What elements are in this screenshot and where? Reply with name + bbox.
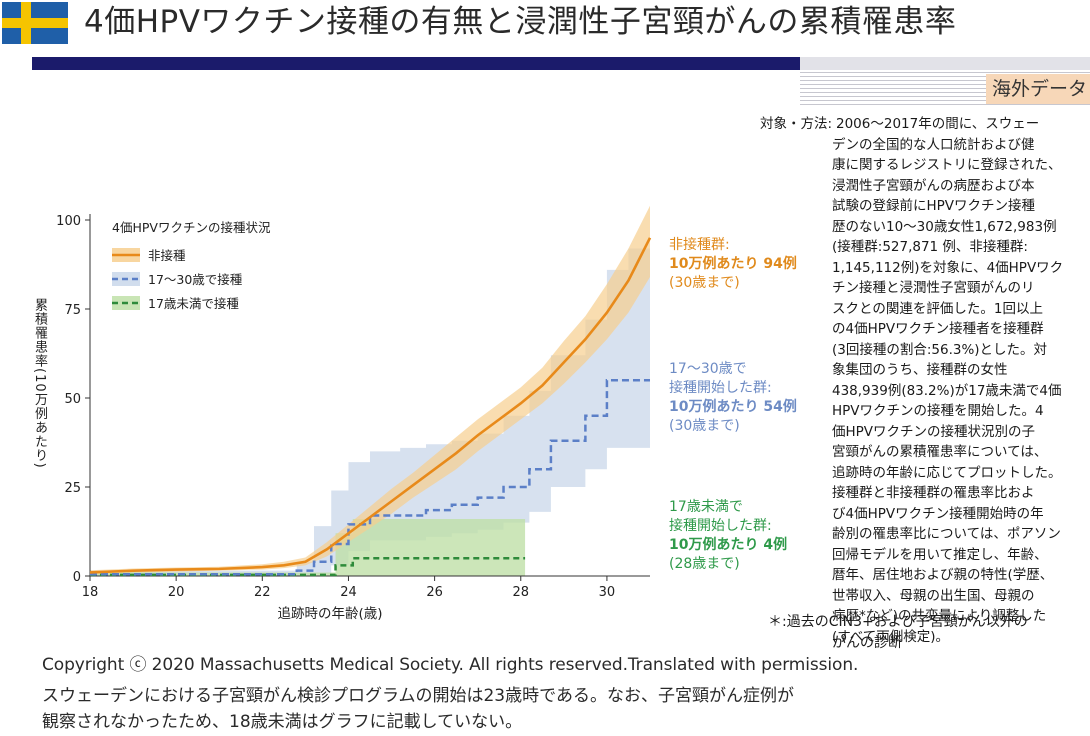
method-line: 2006～2017年の間に、スウェー xyxy=(836,116,1040,132)
method-line: (すべて両側検定)。 xyxy=(832,628,950,645)
y-tick-label: 25 xyxy=(64,481,81,496)
x-tick-label: 26 xyxy=(426,585,443,600)
copyright-text: Copyright ⓒ 2020 Massachusetts Medical S… xyxy=(42,655,859,675)
x-tick-label: 28 xyxy=(512,585,529,600)
header-bar-light xyxy=(800,57,1090,70)
method-line: 接種群と非接種群の罹患率比およ xyxy=(832,485,1035,501)
annotation-under17: 17歳未満で 接種開始した群: 10万例あたり 4例 (28歳まで) xyxy=(669,498,787,574)
method-line: 追跡時の年齢に応じてプロットした。 xyxy=(832,464,1062,481)
method-line: スクとの関連を評価した。1回以上 xyxy=(832,300,1043,317)
method-line: 価HPVワクチンの接種状況別の子 xyxy=(832,423,1036,440)
footnote-line: 観察されなかったため、18歳未満はグラフに記載していない。 xyxy=(42,712,523,732)
y-axis-label: 累積罹患率(10万例あたり) xyxy=(32,298,47,469)
annotation-unvaccinated: 非接種群: 10万例あたり 94例 (30歳まで) xyxy=(669,236,797,293)
method-line: (接種群:527,871 例、非接種群: xyxy=(832,239,1028,255)
annotation-17-30-l1: 17～30歳で xyxy=(669,361,747,377)
method-line: 回帰モデルを用いて推定し、年齢、 xyxy=(832,546,1048,563)
method-line: 438,939例(83.2%)が17歳未満で4価 xyxy=(832,382,1062,399)
method-line: 宮頸がんの累積罹患率については、 xyxy=(832,444,1048,460)
annotation-under17-l1: 17歳未満で xyxy=(669,499,743,515)
x-tick-label: 30 xyxy=(599,585,616,600)
annotation-17-30-l4: (30歳まで) xyxy=(669,418,740,434)
y-tick-label: 50 xyxy=(64,392,81,407)
x-tick-label: 24 xyxy=(340,585,357,600)
method-line: 病歴*など)の共変量により調整した xyxy=(832,608,1047,624)
sweden-flag-icon xyxy=(2,2,68,44)
method-line: び4価HPVワクチン接種開始時の年 xyxy=(832,505,1044,522)
footnote-asterisk: ＊:過去のCIN3+および子宮頸がん以外の xyxy=(768,614,1028,630)
x-tick-label: 22 xyxy=(254,585,271,600)
line-under17 xyxy=(90,556,526,577)
method-line: 1,145,112例)を対象に、4価HPVワク xyxy=(832,259,1064,276)
annotation-under17-l2: 接種開始した群: xyxy=(669,518,772,534)
line-unvaccinated xyxy=(89,237,652,574)
annotation-under17-l4: (28歳まで) xyxy=(669,556,740,572)
footnote-text: スウェーデンにおける子宮頸がん検診プログラムの開始は23歳時である。なお、子宮頸… xyxy=(42,683,794,735)
y-tick-label: 75 xyxy=(64,303,81,318)
legend-title: 4価HPVワクチンの接種状況 xyxy=(112,220,271,235)
annotation-17-30-l3: 10万例あたり 54例 xyxy=(669,399,797,415)
method-line: (3回接種の割合:56.3%)とした。対 xyxy=(832,341,1048,358)
method-line: の4価HPVワクチン接種者を接種群 xyxy=(832,321,1044,337)
page-title: 4価HPVワクチン接種の有無と浸潤性子宮頸がんの累積罹患率 xyxy=(84,4,957,40)
method-line: デンの全国的な人口統計および健 xyxy=(832,136,1035,153)
cumulative-incidence-chart: 0 25 50 75 100 18 20 22 24 26 28 30 追跡時の年齢(歳) 4価HPVワク… xyxy=(56,205,652,622)
method-line: 象集団のうち、接種群の女性 xyxy=(832,362,1008,378)
method-line: 浸潤性子宮頸がんの病歴および本 xyxy=(832,177,1035,194)
method-line: 康に関するレジストリに登録された、 xyxy=(832,157,1062,173)
method-text: 対象・方法: 2006～2017年の間に、スウェー デンの全国的な人口統計および健… xyxy=(760,114,1090,647)
x-tick-label: 18 xyxy=(82,585,99,600)
annotation-unvaccinated-l2: 10万例あたり 94例 xyxy=(669,256,797,272)
ci-band-under17 xyxy=(90,519,526,576)
legend-label: 17歳未満で接種 xyxy=(148,296,239,311)
annotation-17-30: 17～30歳で 接種開始した群: 10万例あたり 54例 (30歳まで) xyxy=(669,360,797,436)
overseas-data-badge: 海外データ xyxy=(986,74,1090,104)
annotation-unvaccinated-l1: 非接種群: xyxy=(669,237,730,253)
method-line: 試験の登録前にHPVワクチン接種 xyxy=(832,198,1036,214)
annotation-unvaccinated-l3: (30歳まで) xyxy=(669,275,740,291)
method-line: 世帯収入、母親の出生国、母親の xyxy=(832,587,1035,604)
annotation-under17-l3: 10万例あたり 4例 xyxy=(669,537,788,553)
annotation-17-30-l2: 接種開始した群: xyxy=(669,380,772,396)
legend-label: 非接種 xyxy=(148,248,186,263)
legend-label: 17～30歳で接種 xyxy=(148,272,243,287)
x-axis-label: 追跡時の年齢(歳) xyxy=(277,606,382,622)
y-tick-label: 0 xyxy=(73,570,81,585)
method-line: 暦年、居住地および親の特性(学歴、 xyxy=(832,567,1054,583)
line-17-30 xyxy=(90,378,650,576)
method-line: 齢別の罹患率比については、ポアソン xyxy=(832,526,1061,542)
y-tick-label: 100 xyxy=(56,214,81,229)
method-line: HPVワクチンの接種を開始した。4 xyxy=(832,403,1044,419)
x-tick-label: 20 xyxy=(168,585,185,600)
footnote-line: スウェーデンにおける子宮頸がん検診プログラムの開始は23歳時である。なお、子宮頸… xyxy=(42,686,794,706)
method-line: チン接種と浸潤性子宮頸がんのリ xyxy=(832,280,1035,296)
footnote-asterisk-cont: がんの診断 xyxy=(832,635,902,651)
method-label: 対象・方法: xyxy=(760,116,833,132)
method-line: 歴のない10～30歳女性1,672,983例 xyxy=(832,218,1057,235)
